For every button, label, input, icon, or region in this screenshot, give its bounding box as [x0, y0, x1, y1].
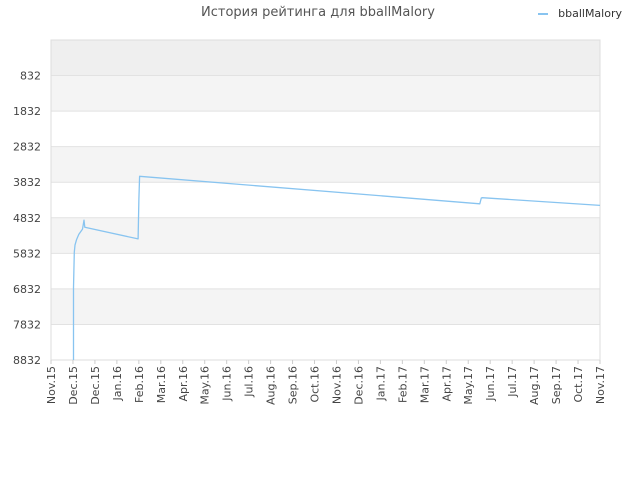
plot-band — [51, 253, 600, 289]
x-tick-label: Aug.16 — [265, 366, 278, 405]
x-tick-label: May.17 — [462, 366, 475, 405]
y-tick-label: 2832 — [13, 141, 41, 154]
x-tick-label: Apr.17 — [440, 366, 453, 402]
x-tick-label: Dec.16 — [352, 366, 365, 405]
plot-band — [51, 111, 600, 147]
x-tick-label: Mar.16 — [155, 366, 168, 403]
plot-band — [51, 217, 600, 254]
x-tick-label: Jun.16 — [221, 366, 234, 402]
x-tick-label: Apr.16 — [177, 366, 190, 402]
x-tick-label: Nov.17 — [594, 366, 607, 404]
x-tick-label: May.16 — [199, 366, 212, 405]
x-tick-label: Jul.16 — [243, 366, 256, 398]
x-tick-label: Feb.16 — [133, 366, 146, 403]
legend-label: bballMalory — [558, 7, 622, 20]
x-tick-label: Jan.17 — [374, 366, 387, 401]
series-line — [72, 175, 601, 360]
x-tick-label: Mar.17 — [418, 366, 431, 403]
x-tick-label: Aug.17 — [528, 366, 541, 405]
legend-swatch — [538, 12, 549, 15]
x-tick-label: Dec.15 — [89, 366, 102, 405]
plot-band — [51, 40, 600, 76]
x-tick-label: Feb.17 — [396, 366, 409, 403]
x-tick-label: Jun.17 — [484, 366, 497, 402]
x-tick-label: Jan.16 — [111, 366, 124, 401]
legend: bballMalory — [538, 7, 622, 20]
y-tick-label: 7832 — [13, 318, 41, 331]
y-tick-label: 6832 — [13, 283, 41, 296]
y-tick-label: 1832 — [13, 105, 41, 118]
x-tick-label: Dec.15 — [67, 366, 80, 405]
chart-title: История рейтинга для bballMalory — [201, 5, 435, 20]
y-tick-label: 5832 — [13, 247, 41, 260]
plot-band — [51, 146, 600, 183]
y-tick-label: 832 — [20, 70, 41, 83]
x-tick-label: Nov.16 — [330, 366, 343, 404]
plot-border — [50, 39, 601, 361]
plot-band — [51, 75, 600, 112]
plot-band — [51, 324, 600, 360]
x-tick-label: Sep.16 — [287, 366, 300, 404]
x-tick-label: Jul.17 — [506, 366, 519, 398]
y-tick-label: 4832 — [13, 212, 41, 225]
x-tick-label: Sep.17 — [550, 366, 563, 404]
x-tick-label: Nov.15 — [45, 366, 58, 404]
y-tick-label: 3832 — [13, 176, 41, 189]
plot-band — [51, 288, 600, 325]
x-tick-label: Oct.16 — [309, 366, 322, 403]
y-tick-label: 8832 — [13, 354, 41, 367]
x-tick-label: Oct.17 — [572, 366, 585, 403]
